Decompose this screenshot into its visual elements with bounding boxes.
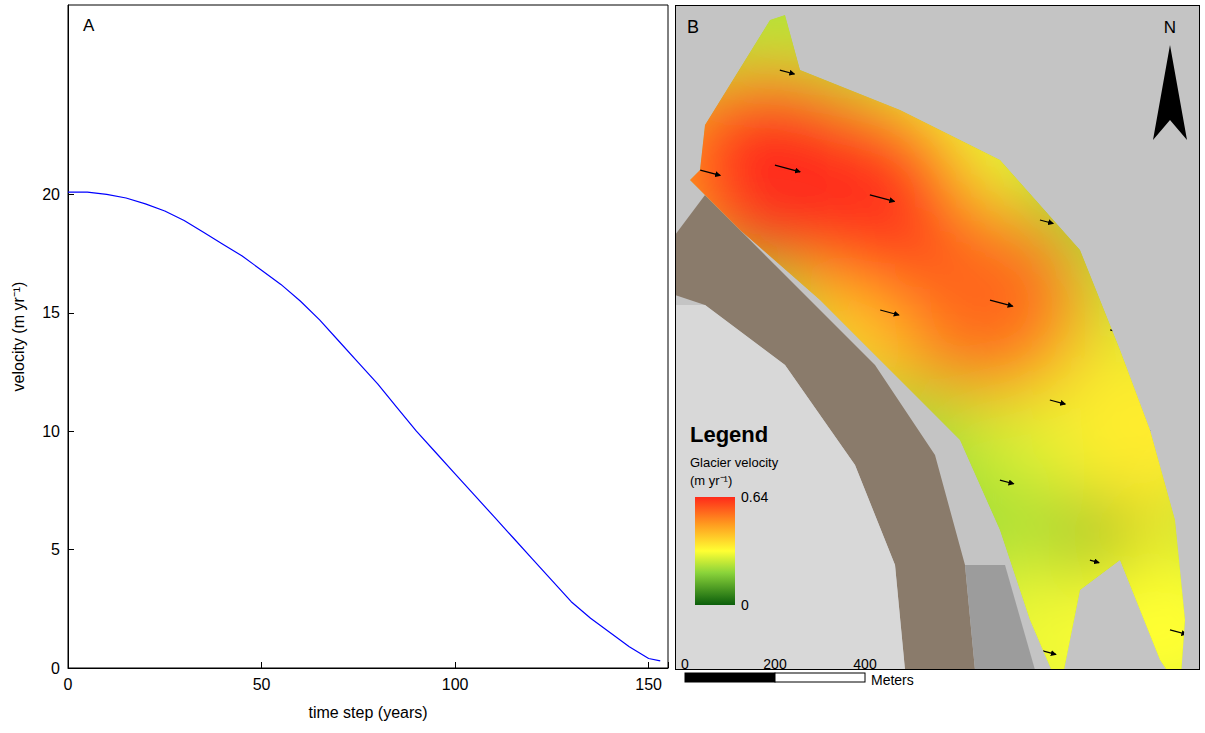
svg-text:150: 150 xyxy=(635,676,662,693)
svg-text:B: B xyxy=(687,17,699,37)
svg-text:0: 0 xyxy=(741,597,749,613)
svg-text:Meters: Meters xyxy=(871,672,914,688)
svg-text:N: N xyxy=(1164,18,1176,37)
svg-text:100: 100 xyxy=(442,676,469,693)
svg-text:0: 0 xyxy=(64,676,73,693)
svg-text:15: 15 xyxy=(42,304,60,321)
svg-text:50: 50 xyxy=(253,676,271,693)
svg-text:400: 400 xyxy=(853,656,877,672)
svg-text:Glacier velocity: Glacier velocity xyxy=(690,455,779,470)
svg-text:0.64: 0.64 xyxy=(741,489,768,505)
svg-text:10: 10 xyxy=(42,423,60,440)
svg-text:0: 0 xyxy=(681,656,689,672)
svg-text:200: 200 xyxy=(763,656,787,672)
svg-text:time step (years): time step (years) xyxy=(308,704,427,721)
svg-text:Legend: Legend xyxy=(690,422,768,447)
svg-text:0: 0 xyxy=(51,660,60,677)
svg-text:20: 20 xyxy=(42,186,60,203)
svg-text:velocity (m yr⁻¹): velocity (m yr⁻¹) xyxy=(10,282,27,392)
svg-text:A: A xyxy=(83,16,95,35)
svg-text:(m yr⁻¹): (m yr⁻¹) xyxy=(690,473,732,488)
svg-text:5: 5 xyxy=(51,541,60,558)
